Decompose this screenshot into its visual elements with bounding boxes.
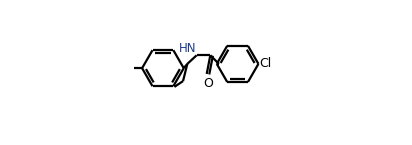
Text: O: O (203, 77, 213, 90)
Text: Cl: Cl (260, 57, 272, 70)
Text: HN: HN (178, 42, 196, 55)
